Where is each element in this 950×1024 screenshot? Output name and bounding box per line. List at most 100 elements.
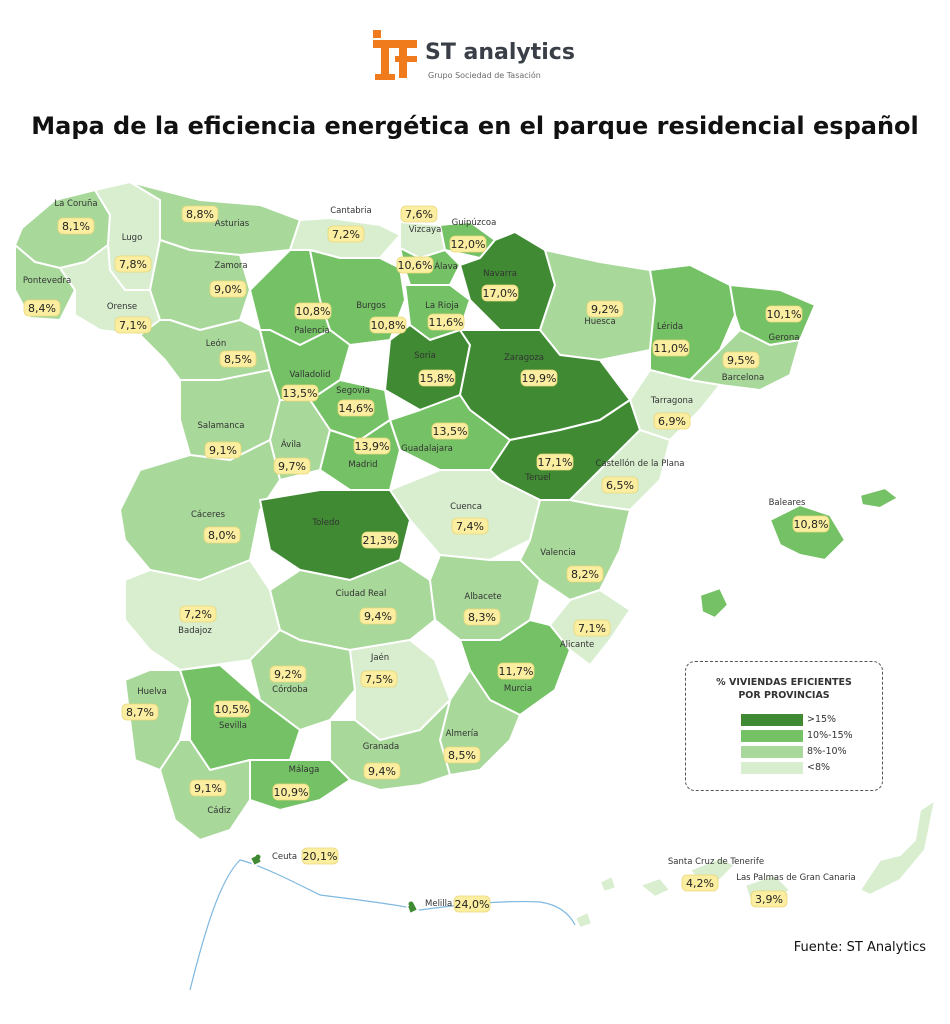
value-text-toledo: 21,3%	[363, 534, 398, 547]
value-text-salamanca: 9,1%	[209, 444, 237, 457]
value-text-burgos: 10,8%	[371, 319, 406, 332]
value-badge-bg	[652, 339, 690, 357]
value-badge-gerona: 10,1%	[765, 305, 803, 323]
value-badge-bg	[363, 762, 401, 780]
province-las-palmas-de-gran-canaria-1[interactable]	[859, 799, 936, 896]
province-label-toledo: Toledo	[311, 518, 339, 528]
province-baleares[interactable]	[769, 504, 846, 561]
province-label-huesca: Huesca	[584, 317, 615, 327]
province-label-vizcaya: Vizcaya	[409, 225, 442, 235]
brand-subtitle: Grupo Sociedad de Tasación	[428, 71, 541, 80]
province-label-avila: Ávila	[281, 438, 301, 450]
value-badge-bg	[273, 457, 311, 475]
value-badge-bg	[272, 783, 310, 801]
value-badge-toledo: 21,3%	[361, 531, 399, 549]
value-text-orense: 7,1%	[119, 319, 147, 332]
value-badge-bg	[400, 205, 438, 223]
value-text-malaga: 10,9%	[274, 786, 309, 799]
value-text-ciudad-real: 9,4%	[364, 610, 392, 623]
value-badge-jaen: 7,5%	[360, 670, 398, 688]
legend-swatch-gt15	[741, 714, 803, 726]
province-label-guipuzcoa: Guipúzcoa	[452, 218, 497, 228]
value-badge-bg	[463, 608, 501, 626]
value-badge-bg	[179, 605, 217, 623]
value-badge-bg	[497, 662, 535, 680]
province-toledo[interactable]	[259, 489, 411, 581]
province-label-badajoz: Badajoz	[178, 626, 212, 636]
value-badge-bg	[792, 515, 830, 533]
province-label-barcelona: Barcelona	[722, 373, 764, 383]
value-badge-la-rioja: 11,6%	[427, 313, 465, 331]
value-text-santa-cruz-de-tenerife: 4,2%	[686, 877, 714, 890]
value-badge-bg	[209, 280, 247, 298]
legend-label-gt15: >15%	[807, 714, 837, 725]
province-label-ciudad-real: Ciudad Real	[336, 589, 387, 599]
value-badge-palencia: 10,8%	[294, 302, 332, 320]
value-badge-bg	[219, 350, 257, 368]
province-caceres[interactable]	[119, 439, 281, 581]
province-santa-cruz-de-tenerife[interactable]	[639, 877, 671, 898]
value-text-badajoz: 7,2%	[184, 608, 212, 621]
value-text-zamora: 9,0%	[214, 283, 242, 296]
value-badge-cordoba: 9,2%	[269, 665, 307, 683]
value-badge-navarra: 17,0%	[481, 284, 519, 302]
value-text-la-coruna: 8,1%	[62, 220, 90, 233]
value-text-segovia: 14,6%	[339, 402, 374, 415]
value-text-avila: 9,7%	[278, 460, 306, 473]
value-text-granada: 9,4%	[368, 765, 396, 778]
value-badge-bg	[294, 302, 332, 320]
value-badge-segovia: 14,6%	[337, 399, 375, 417]
source-note: Fuente: ST Analytics	[793, 940, 926, 955]
value-badge-caceres: 8,0%	[203, 526, 241, 544]
value-badge-avila: 9,7%	[273, 457, 311, 475]
province-label-salamanca: Salamanca	[198, 421, 245, 431]
value-text-tarragona: 6,9%	[658, 415, 686, 428]
province-label-lugo: Lugo	[122, 233, 143, 243]
legend-row-8-10: 8%-10%	[741, 746, 871, 758]
legend-swatch-10-15	[741, 730, 803, 742]
value-text-murcia: 11,7%	[499, 665, 534, 678]
value-text-valladolid: 13,5%	[283, 387, 318, 400]
value-text-soria: 15,8%	[420, 372, 455, 385]
province-leon[interactable]	[139, 319, 271, 381]
value-text-alicante: 7,1%	[578, 622, 606, 635]
value-badge-bg	[586, 300, 624, 318]
value-badge-bg	[566, 565, 604, 583]
province-granada[interactable]	[329, 699, 451, 791]
value-badge-melilla: 24,0%	[453, 895, 491, 913]
value-badge-salamanca: 9,1%	[204, 441, 242, 459]
value-badge-huelva: 8,7%	[121, 703, 159, 721]
province-madrid[interactable]	[319, 419, 401, 491]
value-badge-teruel: 17,1%	[536, 453, 574, 471]
province-label-leon: León	[206, 338, 226, 349]
value-badge-ciudad-real: 9,4%	[359, 607, 397, 625]
value-badge-las-palmas-de-gran-canaria: 3,9%	[750, 890, 788, 908]
value-badge-bg	[449, 235, 487, 253]
value-badge-cadiz: 9,1%	[189, 779, 227, 797]
value-badge-bg	[181, 205, 219, 223]
value-badge-murcia: 11,7%	[497, 662, 535, 680]
province-label-orense: Orense	[107, 302, 137, 312]
province-label-pontevedra: Pontevedra	[23, 276, 71, 286]
value-text-la-rioja: 11,6%	[429, 316, 464, 329]
value-badge-bg	[451, 517, 489, 535]
province-label-cuenca: Cuenca	[450, 502, 482, 512]
value-badge-bg	[204, 441, 242, 459]
value-badge-bg	[23, 299, 61, 317]
value-badge-madrid: 13,9%	[353, 437, 391, 455]
province-label-malaga: Málaga	[289, 765, 320, 775]
province-label-jaen: Jaén	[370, 652, 389, 663]
province-label-baleares: Baleares	[769, 498, 806, 508]
value-badge-orense: 7,1%	[114, 316, 152, 334]
value-badge-leon: 8,5%	[219, 350, 257, 368]
value-text-caceres: 8,0%	[208, 529, 236, 542]
province-label-huelva: Huelva	[137, 687, 167, 697]
province-label-albacete: Albacete	[464, 592, 501, 602]
province-label-valladolid: Valladolid	[289, 370, 330, 380]
value-badge-bg	[360, 670, 398, 688]
value-badge-alicante: 7,1%	[573, 619, 611, 637]
value-text-palencia: 10,8%	[296, 305, 331, 318]
legend-row-lt8: <8%	[741, 762, 871, 774]
value-badge-bg	[765, 305, 803, 323]
value-text-pontevedra: 8,4%	[28, 302, 56, 315]
